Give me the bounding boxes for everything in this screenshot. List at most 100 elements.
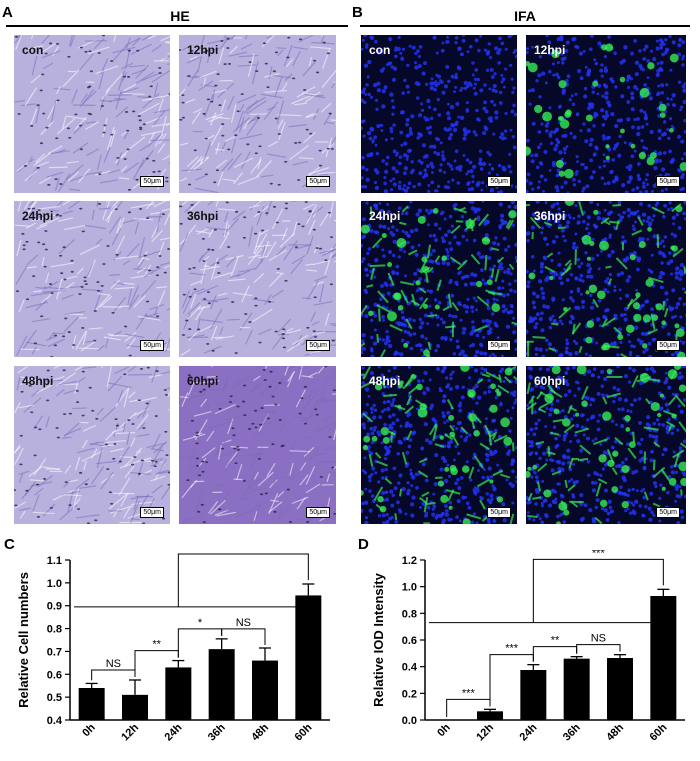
x-tick-label: 0h: [80, 721, 98, 739]
x-tick-label: 36h: [561, 721, 583, 743]
he-image-24hpi: 24hpi 50μm: [14, 201, 170, 357]
y-tick-label: 0.7: [47, 646, 62, 658]
he-image-60hpi: 60hpi 50μm: [179, 366, 336, 524]
bracket: [532, 558, 664, 623]
ifa-image-con: con 50μm: [361, 35, 517, 193]
x-tick-label: 24h: [163, 721, 185, 743]
ifa-image-36hpi: 36hpi 50μm: [526, 201, 686, 357]
ifa-image-24hpi: 24hpi 50μm: [361, 201, 517, 357]
panel-a-title: HE: [170, 8, 190, 24]
significance-label: ***: [462, 687, 476, 699]
ifa-texture: [361, 201, 517, 357]
panel-b-title: IFA: [514, 8, 536, 24]
he-texture: [179, 201, 336, 357]
significance-label: NS: [236, 617, 251, 629]
y-tick-label: 1.1: [47, 555, 62, 567]
chart-c: 0.4 0.5 0.6 0.7 0.8 0.9 1.0 1.1 Relative Cell nu…: [16, 550, 330, 744]
tile-label: 48hpi: [369, 374, 401, 388]
significance-label: **: [551, 635, 560, 647]
tile-label: 36hpi: [534, 209, 566, 223]
ifa-image-12hpi: 12hpi 50μm: [526, 35, 686, 193]
bar: [165, 667, 192, 720]
bar: [252, 660, 278, 720]
bar: [477, 711, 503, 720]
y-tick-label: 0.0: [402, 715, 417, 727]
ifa-texture: [526, 366, 686, 524]
ifa-image-60hpi: 60hpi 50μm: [526, 366, 686, 524]
scale-bar: 50μm: [140, 176, 164, 187]
tile-label: con: [22, 43, 44, 57]
y-tick-label: 0.2: [402, 688, 417, 700]
he-image-12hpi: 12hpi 50μm: [179, 35, 336, 193]
panel-b-letter: B: [352, 4, 363, 21]
ifa-texture: [361, 35, 517, 193]
y-tick-label: 0.6: [402, 635, 417, 647]
tile-label: 24hpi: [369, 209, 401, 223]
y-tick-label: 0.9: [47, 601, 62, 613]
he-texture: [179, 366, 336, 524]
tile-label: 48hpi: [22, 374, 54, 388]
scale-bar: 50μm: [487, 176, 511, 187]
bar: [607, 658, 633, 720]
y-tick-label: 0.8: [47, 624, 62, 636]
bar: [295, 595, 322, 720]
he-texture: [14, 366, 170, 524]
scale-bar: 50μm: [656, 176, 680, 187]
bar: [650, 596, 677, 720]
tile-label: 12hpi: [534, 43, 566, 57]
he-texture: [14, 201, 170, 357]
x-tick-label: 12h: [119, 721, 141, 743]
scale-bar: 50μm: [140, 507, 164, 518]
significance-label: *: [198, 617, 203, 629]
scale-bar: 50μm: [306, 176, 330, 187]
tile-label: con: [369, 43, 391, 57]
panel-a-rule: [6, 25, 348, 27]
bar: [208, 649, 235, 720]
bracket: [91, 669, 136, 681]
x-tick-label: 60h: [648, 721, 670, 743]
y-tick-label: 0.6: [47, 669, 62, 681]
y-axis-label: Relative Cell numbers: [16, 572, 31, 708]
x-tick-label: 0h: [435, 721, 453, 739]
tile-label: 60hpi: [534, 374, 566, 388]
scale-bar: 50μm: [140, 340, 164, 351]
ifa-image-48hpi: 48hpi 50μm: [361, 366, 517, 524]
scale-bar: 50μm: [656, 507, 680, 518]
x-tick-label: 48h: [249, 721, 271, 743]
bracket: [576, 644, 621, 654]
bar: [520, 670, 547, 720]
y-axis-label: Relative IOD Intensity: [371, 572, 386, 706]
ifa-texture: [526, 35, 686, 193]
panel-b-rule: [360, 25, 690, 27]
y-tick-label: 1.2: [402, 555, 417, 567]
significance-label: NS: [591, 633, 606, 645]
significance-label: **: [152, 639, 161, 651]
significance-label: NS: [106, 658, 121, 670]
tile-label: 12hpi: [187, 43, 219, 57]
he-image-con: con 50μm: [14, 35, 170, 193]
scale-bar: 50μm: [656, 340, 680, 351]
tile-label: 36hpi: [187, 209, 219, 223]
panel-a-letter: A: [2, 4, 13, 21]
bracket: [221, 628, 266, 645]
ifa-texture: [526, 201, 686, 357]
panel-c-letter: C: [4, 536, 15, 553]
bar: [78, 688, 105, 720]
x-tick-label: 12h: [474, 721, 496, 743]
y-tick-label: 0.8: [402, 608, 417, 620]
chart-d: 0.0 0.2 0.4 0.6 0.8 1.0 1.2 Relative IOD Intens…: [371, 550, 685, 744]
tile-label: 24hpi: [22, 209, 54, 223]
significance-label: ***: [592, 550, 606, 559]
y-tick-label: 0.4: [402, 662, 418, 674]
y-tick-label: 0.5: [47, 692, 62, 704]
panel-d-letter: D: [358, 536, 369, 553]
scale-bar: 50μm: [306, 340, 330, 351]
he-texture: [14, 35, 170, 192]
y-tick-label: 1.0: [47, 578, 62, 590]
ifa-texture: [361, 366, 517, 524]
significance-label: ***: [505, 643, 519, 655]
x-tick-label: 60h: [293, 721, 315, 743]
scale-bar: 50μm: [487, 507, 511, 518]
scale-bar: 50μm: [306, 507, 330, 518]
he-texture: [179, 35, 336, 193]
